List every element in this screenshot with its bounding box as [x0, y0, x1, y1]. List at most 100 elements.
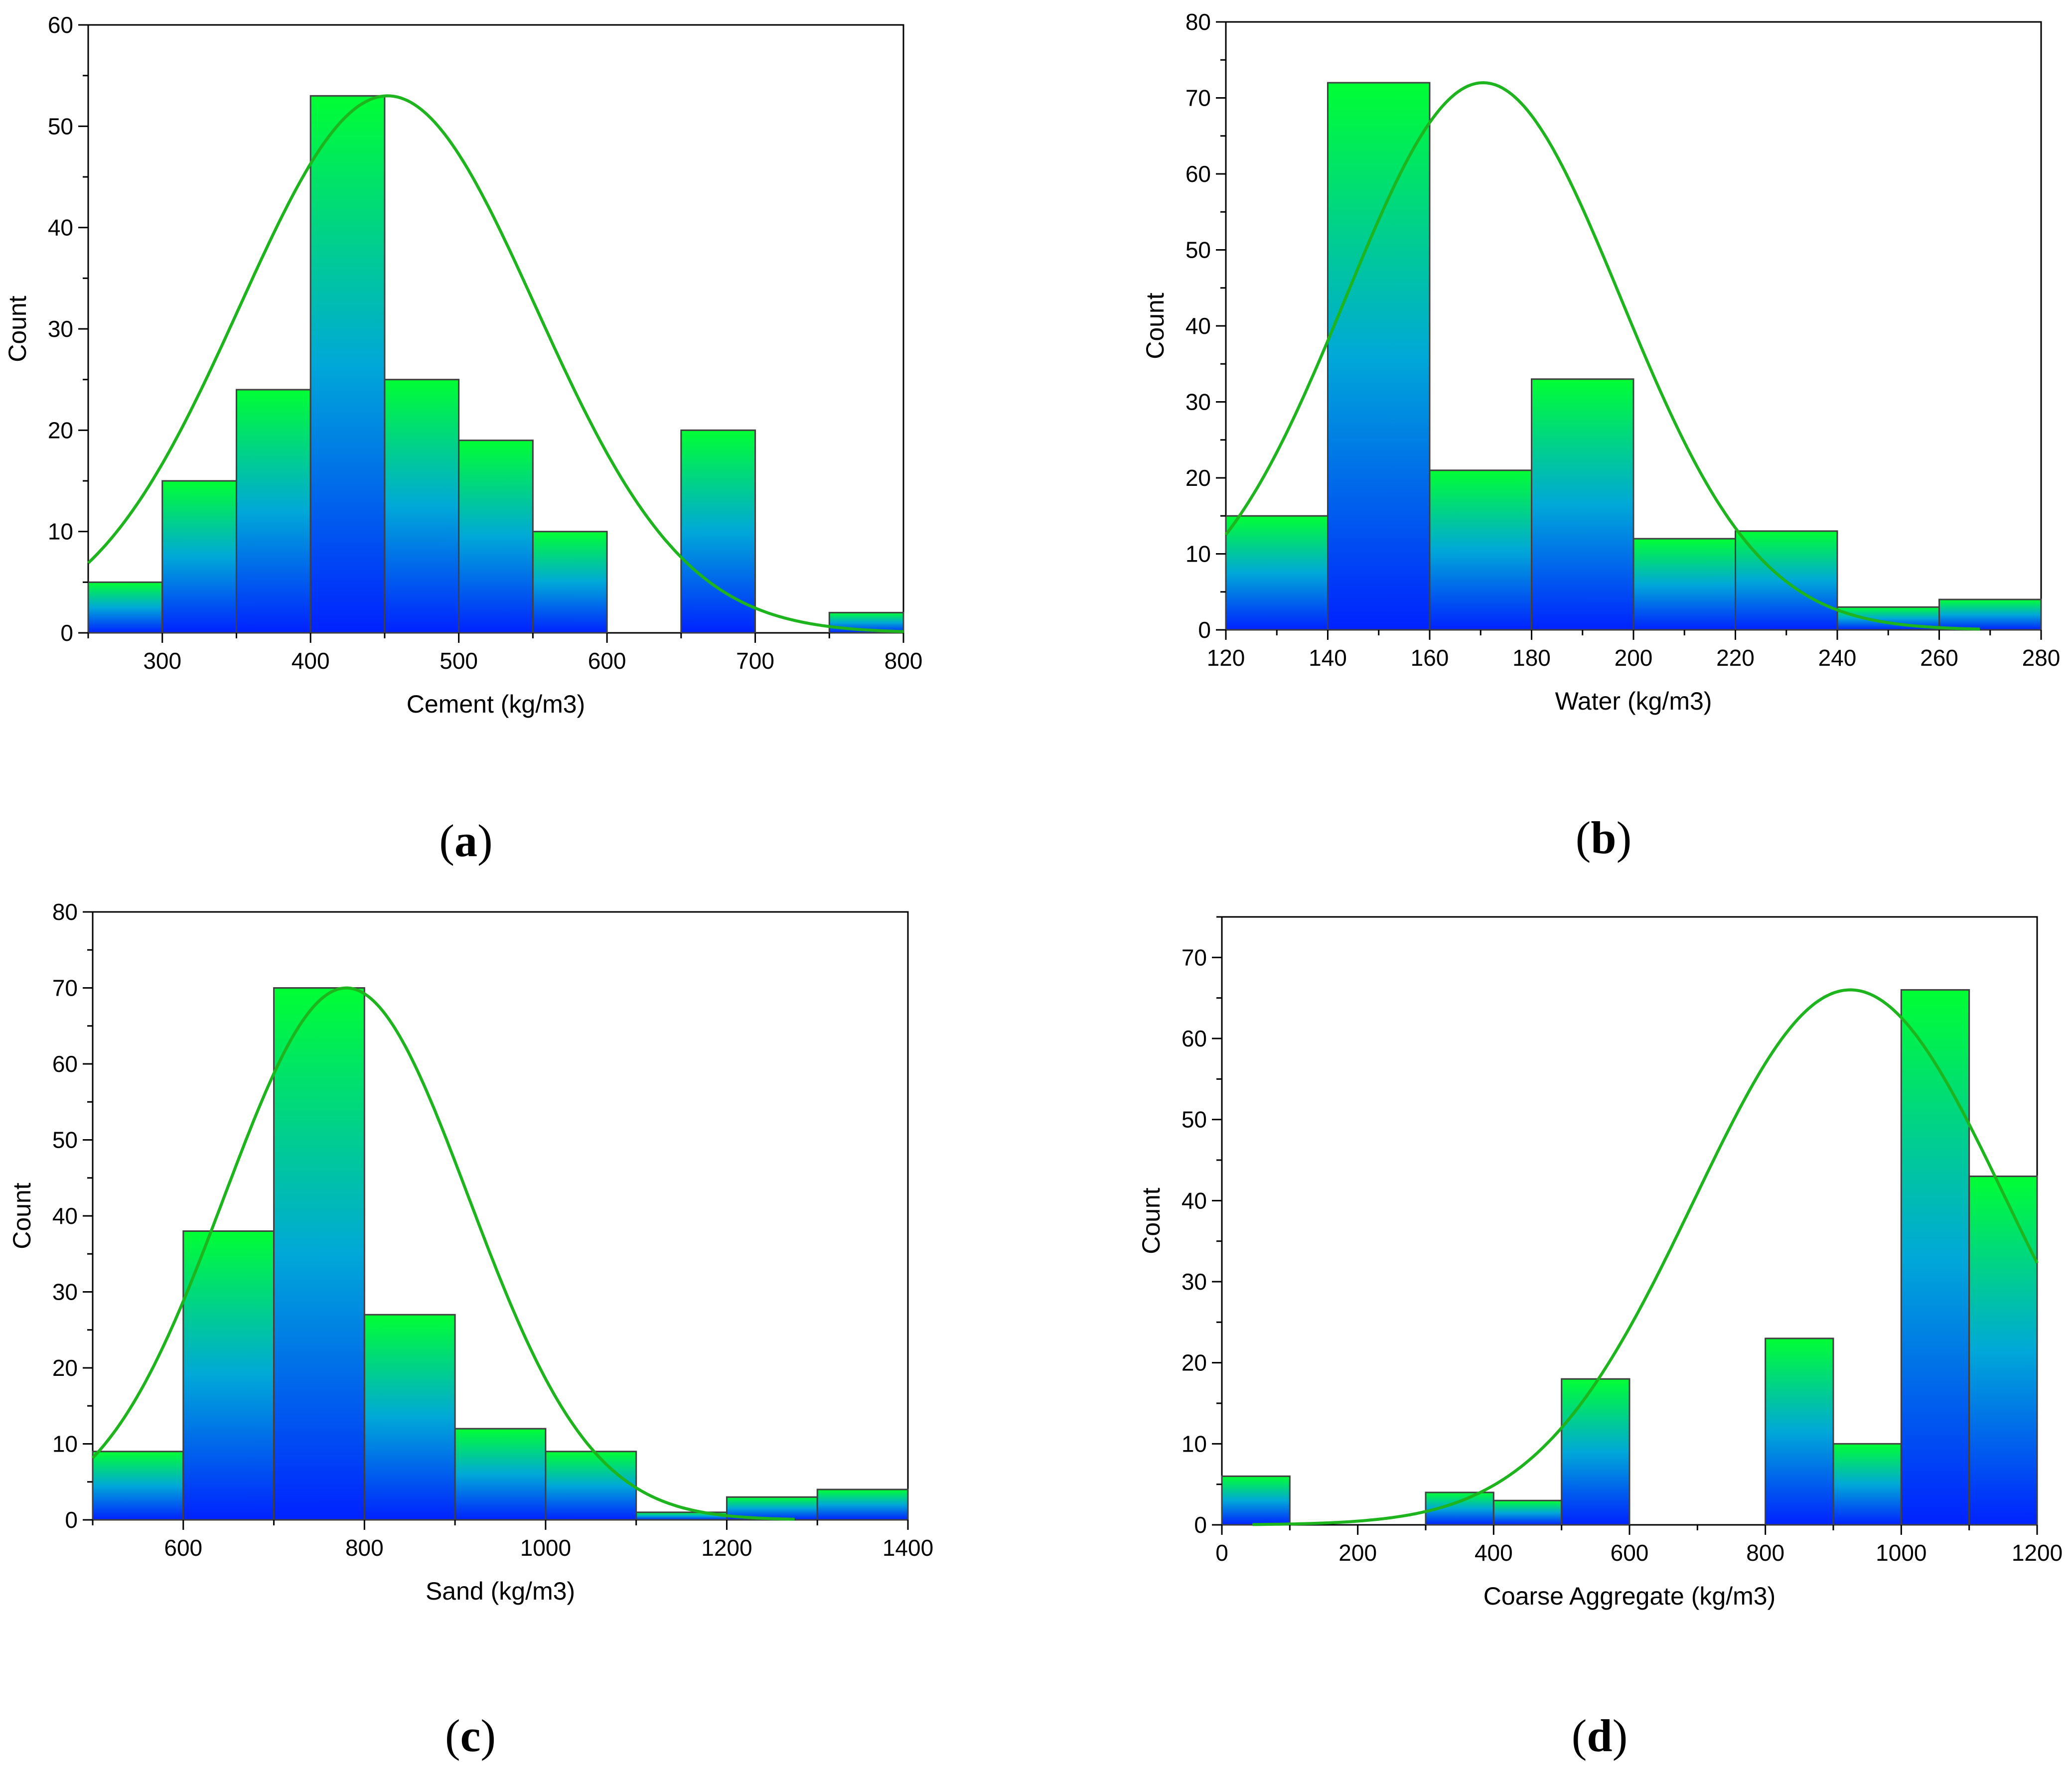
- histogram-bar: [454, 1428, 547, 1521]
- histogram-bar: [1531, 378, 1634, 631]
- histogram-panel-water: 120 140 160 180 200 220 240 260 280 0 10 20 30 40 50 60…: [1128, 0, 2072, 889]
- y-tick-label: 20: [1182, 1350, 1207, 1376]
- y-tick-label: 80: [1185, 9, 1211, 35]
- histogram-bar: [816, 1488, 909, 1521]
- y-axis-title: Count: [1141, 293, 1169, 359]
- histogram-bar: [92, 1451, 184, 1521]
- x-axis-title: Cement (kg/m3): [407, 690, 585, 718]
- y-tick-label: 50: [1182, 1107, 1207, 1133]
- y-tick-label: 70: [1182, 944, 1207, 970]
- y-tick-label: 30: [1185, 389, 1211, 415]
- histogram-bar: [680, 429, 756, 634]
- x-tick-label: 200: [1338, 1540, 1377, 1566]
- panel-caption: (d): [1572, 1710, 1628, 1761]
- x-tick-label: 1400: [883, 1535, 933, 1561]
- x-tick-label: 800: [885, 648, 923, 674]
- x-tick-label: 1000: [520, 1535, 571, 1561]
- histogram-bar: [1492, 1499, 1563, 1526]
- y-tick-label: 20: [1185, 465, 1211, 491]
- panel-caption: (b): [1576, 812, 1631, 863]
- x-tick-label: 0: [1215, 1540, 1228, 1566]
- histogram-bar: [1938, 598, 2042, 631]
- y-tick-label: 30: [48, 316, 73, 342]
- y-tick-label: 50: [1185, 237, 1211, 263]
- histogram-bar: [1832, 1443, 1902, 1526]
- histogram-bar: [1900, 989, 1970, 1526]
- y-tick-label: 60: [1185, 161, 1211, 187]
- y-tick-label: 20: [52, 1355, 78, 1381]
- x-tick-label: 280: [2022, 645, 2061, 671]
- x-axis-title: Sand (kg/m3): [426, 1577, 575, 1605]
- x-tick-label: 400: [1475, 1540, 1513, 1566]
- normal-fit-curve: [1252, 988, 2039, 1526]
- y-tick-label: 70: [52, 975, 78, 1001]
- coarse-aggregate-histogram: 0 200 400 600 800 1000 1200 0 10 20 30 40 50 60 70 Coar…: [1137, 916, 2063, 1761]
- x-tick-label: 1200: [701, 1535, 752, 1561]
- x-tick-label: 300: [143, 648, 181, 674]
- histogram-bar: [235, 389, 311, 634]
- y-tick-label: 60: [48, 12, 73, 38]
- panel-caption: (a): [439, 815, 492, 866]
- y-tick-label: 60: [1182, 1026, 1207, 1051]
- x-tick-label: 160: [1411, 645, 1449, 671]
- y-tick-label: 30: [52, 1279, 78, 1305]
- normal-fit-curve: [1224, 81, 1980, 631]
- x-axis-title: Coarse Aggregate (kg/m3): [1483, 1582, 1776, 1610]
- y-tick-label: 60: [52, 1051, 78, 1077]
- histogram-bar: [1221, 1475, 1291, 1526]
- y-tick-label: 0: [1198, 617, 1211, 643]
- cement-histogram: 300 400 500 600 700 800 0 10 20 30 40 50 60 Cement (k…: [3, 12, 923, 866]
- x-tick-label: 600: [164, 1535, 202, 1561]
- y-tick-label: 40: [1182, 1187, 1207, 1213]
- normal-fit-curve: [87, 94, 904, 633]
- histogram-bar: [1968, 1176, 2038, 1526]
- histogram-panel-coarse-aggregate: 0 200 400 600 800 1000 1200 0 10 20 30 40 50 60 70 Coar…: [1128, 889, 2072, 1778]
- histogram-bar: [1225, 515, 1329, 631]
- y-tick-label: 10: [1185, 541, 1211, 567]
- x-tick-label: 700: [736, 648, 774, 674]
- x-tick-label: 180: [1512, 645, 1551, 671]
- y-tick-label: 20: [48, 417, 73, 443]
- histogram-bar: [1429, 469, 1532, 631]
- y-axis-title: Count: [3, 296, 31, 362]
- x-tick-label: 400: [292, 648, 330, 674]
- x-tick-label: 220: [1716, 645, 1755, 671]
- sand-histogram: 600 800 1000 1200 1400 0 10 20 30 40 50 60 70 80 Sand …: [8, 899, 933, 1761]
- histogram-bar: [363, 1314, 456, 1521]
- x-tick-label: 140: [1309, 645, 1347, 671]
- y-axis-title: Count: [1137, 1187, 1165, 1254]
- histogram-bar: [161, 480, 237, 634]
- y-tick-label: 40: [52, 1203, 78, 1229]
- y-tick-label: 10: [1182, 1431, 1207, 1457]
- histogram-bar: [182, 1230, 275, 1521]
- y-tick-label: 0: [1194, 1512, 1207, 1538]
- histogram-bar: [273, 987, 365, 1521]
- histogram-bar: [532, 531, 608, 634]
- y-tick-label: 10: [48, 519, 73, 545]
- histogram-panel-cement: 300 400 500 600 700 800 0 10 20 30 40 50 60 Cement (k…: [0, 0, 944, 889]
- x-tick-label: 1200: [2012, 1540, 2063, 1566]
- y-axis-title: Count: [8, 1183, 36, 1249]
- histogram-bar: [1632, 538, 1736, 631]
- histogram-panel-sand: 600 800 1000 1200 1400 0 10 20 30 40 50 60 70 80 Sand …: [0, 889, 944, 1778]
- x-tick-label: 240: [1818, 645, 1857, 671]
- histogram-bar: [1561, 1378, 1630, 1526]
- x-tick-label: 800: [1746, 1540, 1784, 1566]
- x-tick-label: 500: [440, 648, 478, 674]
- histogram-bar: [87, 581, 163, 634]
- histogram-bar: [1327, 82, 1431, 631]
- histogram-bar: [458, 440, 534, 634]
- y-tick-label: 0: [60, 620, 73, 646]
- x-tick-label: 600: [588, 648, 626, 674]
- y-tick-label: 40: [48, 215, 73, 241]
- histogram-bar: [384, 379, 460, 634]
- panel-caption: (c): [445, 1710, 496, 1761]
- x-tick-label: 600: [1611, 1540, 1649, 1566]
- x-tick-label: 1000: [1876, 1540, 1926, 1566]
- water-histogram: 120 140 160 180 200 220 240 260 280 0 10 20 30 40 50 60…: [1141, 9, 2061, 863]
- x-tick-label: 200: [1615, 645, 1653, 671]
- x-tick-label: 260: [1920, 645, 1958, 671]
- y-tick-label: 40: [1185, 313, 1211, 339]
- histogram-bar: [545, 1451, 637, 1521]
- y-tick-label: 0: [65, 1507, 78, 1533]
